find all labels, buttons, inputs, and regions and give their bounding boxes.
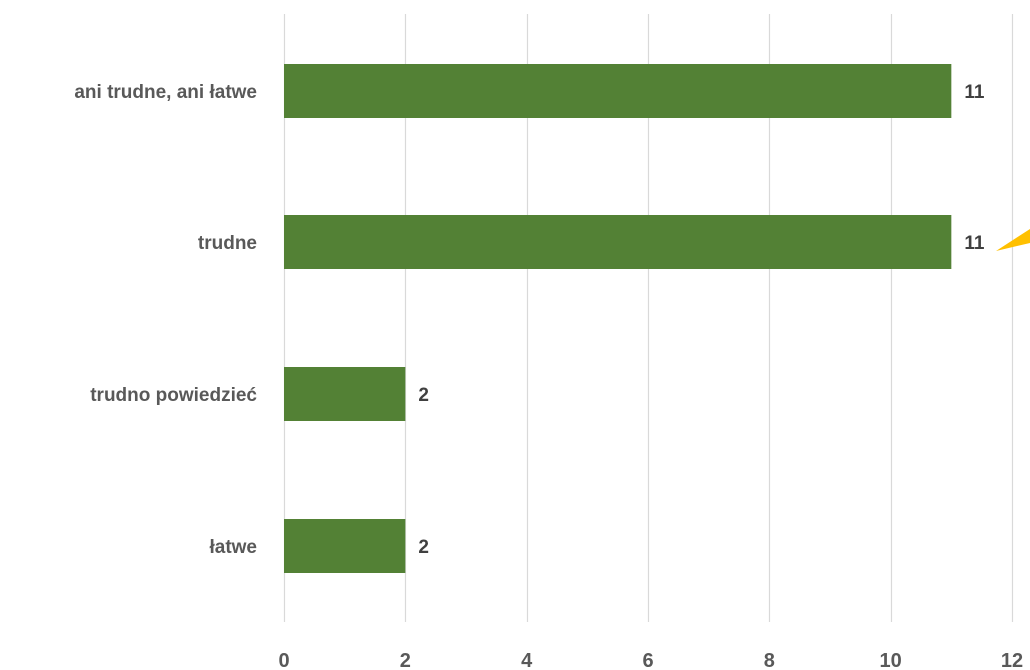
data-label-2: 2 — [418, 385, 429, 406]
data-label-0: 11 — [964, 82, 985, 103]
data-labels: 11 11 2 2 — [418, 82, 985, 558]
bar-2 — [284, 367, 406, 421]
tick-label-6: 6 — [642, 650, 653, 670]
category-label-2: trudno powiedzieć — [90, 385, 257, 406]
bars — [284, 64, 952, 573]
tick-label-4: 4 — [521, 650, 533, 670]
category-label-3: łatwe — [209, 537, 257, 558]
bar-1 — [284, 215, 952, 269]
tick-label-2: 2 — [400, 650, 411, 670]
callout-pointer — [996, 229, 1030, 251]
tick-label-12: 12 — [1001, 650, 1023, 670]
category-label-0: ani trudne, ani łatwe — [74, 82, 257, 103]
data-label-1: 11 — [964, 233, 985, 254]
data-label-3: 2 — [418, 537, 429, 558]
bar-0 — [284, 64, 952, 118]
bar-3 — [284, 519, 406, 573]
category-labels: ani trudne, ani łatwe trudne trudno powied… — [74, 82, 257, 558]
tick-label-8: 8 — [764, 650, 775, 670]
tick-label-0: 0 — [278, 650, 289, 670]
callout-decoration — [996, 229, 1030, 251]
tick-label-10: 10 — [880, 650, 902, 670]
x-axis-ticks: 0 2 4 6 8 10 12 — [278, 650, 1023, 670]
category-label-1: trudne — [198, 233, 257, 254]
